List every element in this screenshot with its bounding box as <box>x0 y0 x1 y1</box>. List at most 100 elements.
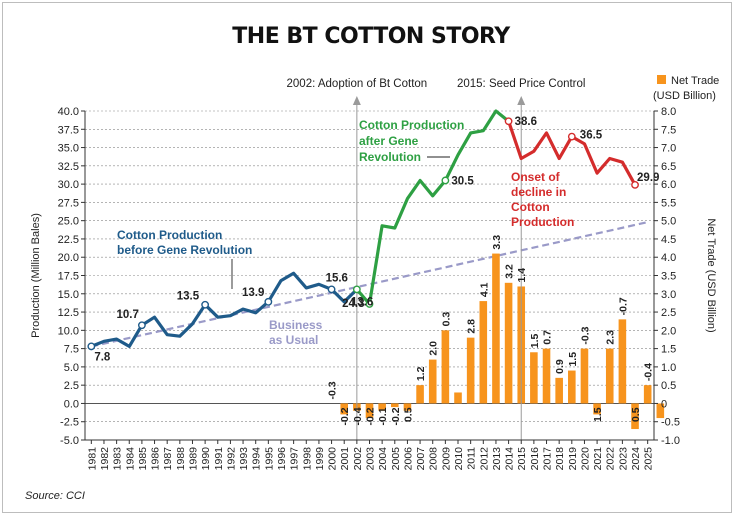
x-tick-label: 1990 <box>200 447 212 471</box>
right-tick-label: -0.5 <box>661 417 680 429</box>
event-arrow-2002 <box>352 96 361 105</box>
event-label-2015: 2015: Seed Price Control <box>457 78 586 90</box>
legend-label-unit: (USD Billion) <box>653 90 716 102</box>
net-trade-bar-2004 <box>378 403 386 411</box>
right-tick-label: 0 <box>661 398 667 410</box>
production-label-1981: 7.8 <box>94 351 111 363</box>
production-point-2000 <box>327 285 336 294</box>
chart-canvas: THE BT COTTON STORY 2002: Adoption of Bt… <box>25 24 719 502</box>
legend-label-net-trade: Net Trade <box>671 75 719 87</box>
x-tick-label: 2006 <box>402 447 414 471</box>
left-tick-label: 17.5 <box>58 271 79 283</box>
x-tick-label: 2005 <box>390 447 402 471</box>
x-tick-label: 1981 <box>86 447 98 471</box>
legend: Net Trade (USD Billion) <box>653 75 719 102</box>
left-tick-label: 2.5 <box>64 380 79 392</box>
x-tick-label: 2009 <box>440 447 452 471</box>
x-tick-label: 2019 <box>567 447 579 471</box>
right-tick-label: 7.5 <box>661 124 676 136</box>
x-tick-label: 2013 <box>491 447 503 471</box>
right-axis-title: Net Trade (USD Billion) <box>705 218 717 332</box>
x-tick-label: 1983 <box>112 447 124 471</box>
x-tick-label: 2014 <box>504 447 516 471</box>
x-tick-label: 2002 <box>352 447 364 471</box>
x-tick-label: 1987 <box>162 447 174 471</box>
production-point-1985 <box>137 321 146 330</box>
x-tick-label: 1984 <box>124 447 136 471</box>
production-point-2003 <box>365 300 374 308</box>
net-trade-label-2017: 0.7 <box>542 330 554 345</box>
production-point-1981 <box>87 342 96 351</box>
right-tick-label: 1.5 <box>661 344 676 356</box>
net-trade-label-2023: -0.7 <box>617 297 629 315</box>
net-trade-bar-2017 <box>542 348 551 404</box>
left-tick-label: 37.5 <box>58 124 79 136</box>
right-tick-label: 4.0 <box>661 252 676 264</box>
left-tick-label: 0.0 <box>64 398 79 410</box>
production-label-2009: 30.5 <box>451 175 474 187</box>
net-trade-label-2008: 2.0 <box>428 341 440 356</box>
production-point-1990 <box>201 300 210 309</box>
x-tick-label: 2011 <box>466 447 478 470</box>
x-tick-label: 2023 <box>617 447 629 471</box>
net-trade-label-2015: 1.4 <box>516 268 528 283</box>
event-arrow-2015 <box>517 96 526 105</box>
production-point-1995 <box>264 297 273 306</box>
production-label-2003: 24.3 <box>342 298 364 310</box>
left-tick-label: 25.0 <box>58 216 79 228</box>
gridlines <box>85 110 654 441</box>
x-tick-label: 1996 <box>276 447 288 471</box>
production-label-2014: 38.6 <box>515 116 537 128</box>
annotation-decline-line: Cotton <box>511 200 550 214</box>
left-tick-label: 20.0 <box>58 252 79 264</box>
business-as-usual-trend <box>91 221 648 348</box>
left-tick-label: 35.0 <box>58 143 79 155</box>
x-tick-label: 1998 <box>301 447 313 471</box>
left-tick-label: 5.0 <box>64 362 79 374</box>
x-tick-label: 1986 <box>150 447 162 471</box>
x-tick-label: 2008 <box>428 447 440 471</box>
annotation-after-line: Cotton Production <box>359 118 464 132</box>
net-trade-bar-2011 <box>466 337 475 404</box>
net-trade-bar-2023 <box>618 319 627 404</box>
net-trade-label-2002: -0.4 <box>352 407 364 425</box>
x-tick-label: 2022 <box>605 447 617 471</box>
left-tick-label: 32.5 <box>58 161 79 173</box>
net-trade-bar-2006 <box>403 403 412 411</box>
net-trade-bar-2025 <box>643 385 652 404</box>
annotation-decline-line: Production <box>511 215 574 229</box>
x-tick-label: 2004 <box>377 447 389 471</box>
x-tick-label: 1988 <box>175 447 187 471</box>
left-axis-title: Production (Million Bales) <box>30 213 42 338</box>
right-tick-label: 7.0 <box>661 143 676 155</box>
left-tick-label: -2.5 <box>60 417 79 429</box>
x-tick-label: 1992 <box>225 447 237 471</box>
net-trade-bar-2013 <box>492 253 500 404</box>
x-tick-label: 2007 <box>415 447 427 471</box>
x-tick-label: 2015 <box>516 447 528 471</box>
net-trade-bar-2008 <box>428 359 437 404</box>
x-tick-label: 2018 <box>554 447 566 471</box>
event-label-2002: 2002: Adoption of Bt Cotton <box>287 78 428 90</box>
x-tick-label: 2017 <box>542 447 554 471</box>
net-trade-bar-2022 <box>605 348 614 404</box>
production-point-2009 <box>441 176 450 185</box>
right-tick-label: 2.0 <box>661 325 676 337</box>
x-tick-label: 1982 <box>99 447 111 471</box>
right-tick-label: 5.5 <box>661 197 676 209</box>
right-tick-label: 6.0 <box>661 179 676 191</box>
x-tick-label: 2020 <box>579 447 591 471</box>
annotation-after-line: after Gene <box>359 134 419 148</box>
net-trade-bar-2020 <box>580 348 589 404</box>
right-tick-label: 2.5 <box>661 307 676 319</box>
x-tick-label: 1997 <box>289 447 301 471</box>
net-trade-bar-2005 <box>390 403 399 408</box>
production-point-2024 <box>631 180 639 189</box>
net-trade-bar-2010 <box>454 392 462 404</box>
production-label-1985: 10.7 <box>117 309 139 321</box>
left-tick-label: 27.5 <box>58 197 79 209</box>
net-trade-label-2016: 1.5 <box>529 334 541 349</box>
net-trade-bar-2012 <box>479 301 488 404</box>
right-tick-label: 0.5 <box>661 380 676 392</box>
